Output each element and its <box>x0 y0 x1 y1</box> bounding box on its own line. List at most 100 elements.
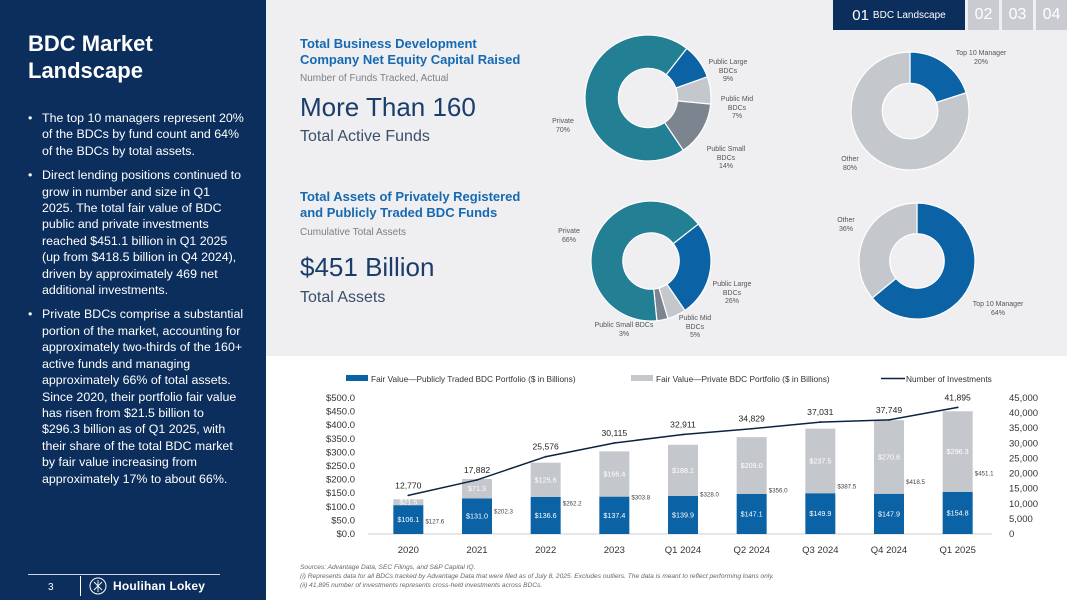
assets-by-manager-donut <box>858 202 976 320</box>
legend-label: Fair Value—Private BDC Portfolio ($ in B… <box>656 374 830 384</box>
key-point: Private BDCs comprise a substantial port… <box>24 306 244 486</box>
assets-big-caption: Total Assets <box>300 289 386 306</box>
line-data-label: 25,576 <box>533 442 560 452</box>
bar-total-label: $328.0 <box>700 491 719 498</box>
bar-public <box>942 491 973 534</box>
legend-swatch <box>346 375 368 381</box>
tab-label: BDC Landscape <box>872 9 946 21</box>
bar-private <box>874 420 904 494</box>
tab-04[interactable]: 04 <box>1036 0 1067 30</box>
donut-label-public-mid: Public Mid BDCs 7% <box>720 96 754 120</box>
footnotes: Sources: Advantage Data, SEC Filings, an… <box>300 563 774 590</box>
bar-label-public: $147.1 <box>741 509 763 518</box>
tab-bdc-landscape[interactable]: 01 BDC Landscape <box>833 0 965 30</box>
bar-public <box>393 505 424 534</box>
footnote: (ii) 41,895 number of investments repres… <box>300 582 543 589</box>
funds-by-manager-donut <box>850 51 970 171</box>
x-tick-label: 2022 <box>535 545 556 556</box>
investments-point <box>476 479 478 481</box>
assets-section-title: Total Assets of Privately Registered and… <box>300 189 521 220</box>
y-right-tick-label: 40,000 <box>1009 408 1038 419</box>
tab-number: 01 <box>852 6 869 24</box>
logo-text: Houlihan Lokey <box>113 579 206 593</box>
bar-private <box>805 428 836 494</box>
investments-point <box>956 406 959 409</box>
x-tick-label: 2020 <box>398 545 419 556</box>
donut-slice-public-large-bdcs <box>666 223 712 312</box>
legend-label: Fair Value—Publicly Traded BDC Portfolio… <box>371 374 576 384</box>
bar-private <box>462 478 492 499</box>
x-tick-label: 2021 <box>466 545 487 556</box>
investments-point <box>407 494 410 497</box>
investments-point <box>613 442 616 444</box>
funds-big-value: More Than 160 <box>300 92 476 122</box>
bar-total-label: $202.3 <box>494 508 513 515</box>
donut-label-top10: Top 10 Manager 20% <box>955 50 1007 66</box>
tab-02[interactable]: 02 <box>968 0 999 30</box>
assets-big-value: $451 Billion <box>300 252 435 282</box>
funds-big-caption: Total Active Funds <box>300 128 430 145</box>
donut-slice-private <box>584 34 688 162</box>
line-data-label: 34,829 <box>739 414 766 424</box>
bar-public <box>668 495 698 534</box>
y-left-tick-label: $0.0 <box>337 529 356 540</box>
y-right-tick-label: 10,000 <box>1009 499 1038 510</box>
logo-emblem-icon <box>89 577 107 595</box>
y-right-tick-label: 0 <box>1009 529 1014 540</box>
investments-point <box>819 421 822 423</box>
donut-slice-other <box>850 51 970 171</box>
bar-public <box>530 496 561 534</box>
bar-total-label: $127.6 <box>425 519 444 526</box>
bar-private <box>599 451 630 497</box>
y-right-tick-label: 5,000 <box>1009 514 1033 525</box>
sidebar: BDC Market Landscape The top 10 managers… <box>0 0 266 600</box>
donut-label-public-mid: Public Mid BDCs 5% <box>678 315 712 339</box>
bar-total-label: $303.8 <box>631 495 650 502</box>
bar-private <box>668 444 698 496</box>
section-tabs: 01 BDC Landscape 02 03 04 <box>833 0 1067 30</box>
line-data-label: 17,882 <box>464 465 491 475</box>
y-right-tick-label: 15,000 <box>1009 484 1038 495</box>
bar-label-public: $139.9 <box>672 510 694 519</box>
bar-label-private: $237.5 <box>809 456 831 465</box>
assets-by-type-donut <box>590 200 712 322</box>
donut-label-public-large: Public Large BDCs 9% <box>708 59 748 83</box>
y-left-tick-label: $450.0 <box>326 407 355 418</box>
x-tick-label: Q1 2025 <box>939 545 975 556</box>
y-left-tick-label: $50.0 <box>331 515 355 526</box>
bar-label-private: $296.3 <box>947 447 969 456</box>
y-right-tick-label: 30,000 <box>1009 438 1038 449</box>
tab-03[interactable]: 03 <box>1002 0 1033 30</box>
key-point: The top 10 managers represent 20% of the… <box>24 110 244 159</box>
bar-label-private: $166.4 <box>603 469 625 478</box>
funds-section-title: Total Business Development Company Net E… <box>300 36 521 67</box>
bar-label-private: $125.6 <box>535 475 557 484</box>
x-tick-label: Q2 2024 <box>733 545 769 556</box>
y-right-tick-label: 20,000 <box>1009 469 1038 480</box>
donut-label-private: Private 70% <box>552 118 574 134</box>
y-left-tick-label: $100.0 <box>326 502 355 513</box>
y-left-tick-label: $250.0 <box>326 461 355 472</box>
bar-label-public: $137.4 <box>603 511 625 520</box>
bar-label-public: $147.9 <box>878 509 900 518</box>
bar-total-label: $418.5 <box>906 479 925 486</box>
line-data-label: 30,115 <box>602 428 628 438</box>
bar-label-public: $154.8 <box>947 508 969 517</box>
investments-point <box>750 427 753 430</box>
investments-point <box>544 455 547 458</box>
bar-label-public: $131.0 <box>466 512 488 521</box>
y-left-tick-label: $400.0 <box>326 420 355 431</box>
line-data-label: 37,031 <box>807 407 834 417</box>
donut-label-other: Other 80% <box>841 156 859 172</box>
footnote: Sources: Advantage Data, SEC Filings, an… <box>300 564 476 571</box>
key-points-list: The top 10 managers represent 20% of the… <box>24 110 244 495</box>
donut-label-other: Other 36% <box>837 217 855 233</box>
page-number: 3 <box>48 582 54 593</box>
bar-label-private: $21.5 <box>399 498 417 507</box>
donut-slice-other <box>858 202 918 299</box>
bar-label-private: $270.6 <box>878 452 900 461</box>
y-left-tick-label: $200.0 <box>326 475 355 486</box>
assets-section-subtitle: Cumulative Total Assets <box>300 227 406 238</box>
line-data-label: 41,895 <box>945 392 972 402</box>
donut-label-top10: Top 10 Manager 64% <box>972 301 1024 317</box>
